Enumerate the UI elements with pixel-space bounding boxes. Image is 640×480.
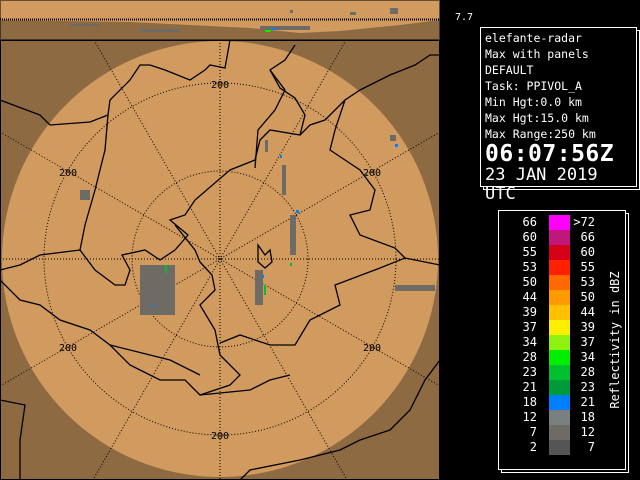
legend-high: 37	[580, 335, 595, 349]
legend-low: 60	[522, 230, 537, 244]
max-height: Max Hgt:15.0 km	[485, 111, 589, 125]
legend-swatch	[549, 350, 570, 365]
legend-row: 50 53	[499, 275, 625, 290]
legend-high: >72	[573, 215, 595, 229]
legend-swatch	[549, 290, 570, 305]
legend-low: 39	[522, 305, 537, 319]
legend-row: 53 55	[499, 260, 625, 275]
legend-row: 23 28	[499, 365, 625, 380]
range-label: 200	[211, 80, 229, 91]
legend-low: 2	[529, 440, 537, 454]
legend-swatch	[549, 260, 570, 275]
info-panel: elefante-radar Max with panels DEFAULT T…	[480, 27, 637, 204]
legend-row: 37 39	[499, 320, 625, 335]
legend-high: 28	[580, 365, 595, 379]
site-name: elefante-radar	[485, 31, 582, 45]
scan-time: 06:07:56Z	[485, 141, 615, 167]
legend-row: 60 66	[499, 230, 625, 245]
legend-swatch	[549, 395, 570, 410]
legend-swatch	[549, 275, 570, 290]
legend-low: 53	[522, 260, 537, 274]
range-label: 200	[59, 343, 77, 354]
legend-high: 60	[580, 245, 595, 259]
legend-row: 21 23	[499, 380, 625, 395]
legend-swatch	[549, 320, 570, 335]
legend-high: 23	[580, 380, 595, 394]
legend-row: 66 >72	[499, 215, 625, 230]
range-label: 200	[363, 168, 381, 179]
legend-unit: Reflectivity in dBZ	[607, 211, 623, 469]
range-label: 200	[363, 343, 381, 354]
legend-row: 18 21	[499, 395, 625, 410]
range-label: 200	[211, 431, 229, 442]
config-name: DEFAULT	[485, 63, 534, 77]
legend-row: 28 34	[499, 350, 625, 365]
echoes	[80, 135, 435, 315]
legend-swatch	[549, 365, 570, 380]
min-height: Min Hgt:0.0 km	[485, 95, 582, 109]
legend-high: 66	[580, 230, 595, 244]
legend-swatch	[549, 335, 570, 350]
legend-low: 44	[522, 290, 537, 304]
product-name: Max with panels	[485, 47, 589, 61]
legend-swatch	[549, 230, 570, 245]
legend-low: 21	[522, 380, 537, 394]
max-range: Max Range:250 km	[485, 127, 596, 141]
legend-low: 7	[529, 425, 537, 439]
legend-row: 44 50	[499, 290, 625, 305]
legend-high: 21	[580, 395, 595, 409]
legend-swatch	[549, 215, 570, 230]
legend-high: 55	[580, 260, 595, 274]
legend-low: 34	[522, 335, 537, 349]
legend-swatch	[549, 410, 570, 425]
legend-high: 50	[580, 290, 595, 304]
legend-row: 7 12	[499, 425, 625, 440]
top-cross-section-panel	[0, 0, 440, 40]
legend-high: 39	[580, 320, 595, 334]
legend-unit-label: Reflectivity in dBZ	[608, 271, 622, 409]
legend-low: 12	[522, 410, 537, 424]
legend-high: 53	[580, 275, 595, 289]
legend-low: 28	[522, 350, 537, 364]
legend-swatch	[549, 380, 570, 395]
legend-high: 18	[580, 410, 595, 424]
radar-map[interactable]: 200 200 200 200 200 200	[0, 0, 440, 480]
legend-row: 34 37	[499, 335, 625, 350]
legend-swatch	[549, 245, 570, 260]
range-ring-labels: 200 200 200 200 200 200	[59, 80, 381, 442]
legend-low: 50	[522, 275, 537, 289]
legend-low: 23	[522, 365, 537, 379]
legend-high: 44	[580, 305, 595, 319]
cross-section-max-height: 7.7	[455, 12, 474, 23]
legend-row: 12 18	[499, 410, 625, 425]
legend-high: 34	[580, 350, 595, 364]
legend-high: 7	[587, 440, 595, 454]
legend-swatch	[549, 440, 570, 455]
legend-low: 18	[522, 395, 537, 409]
range-label: 200	[59, 168, 77, 179]
ppi-panel: 200 200 200 200 200 200	[0, 39, 440, 480]
map-borders	[0, 39, 440, 480]
task-name: Task: PPIVOL_A	[485, 79, 582, 93]
scan-date: 23 JAN 2019 UTC	[485, 165, 598, 204]
legend-low: 37	[522, 320, 537, 334]
legend-swatch	[549, 305, 570, 320]
legend-swatch	[549, 425, 570, 440]
legend-high: 12	[580, 425, 595, 439]
legend-low: 55	[522, 245, 537, 259]
legend-row: 55 60	[499, 245, 625, 260]
legend-low: 66	[522, 215, 537, 229]
color-legend: 66 >72 60 66 55 60 53 55 50 53 44 50 39 44 37 39 34 37 28 3…	[498, 210, 626, 470]
range-rings	[0, 39, 440, 480]
legend-row: 39 44	[499, 305, 625, 320]
